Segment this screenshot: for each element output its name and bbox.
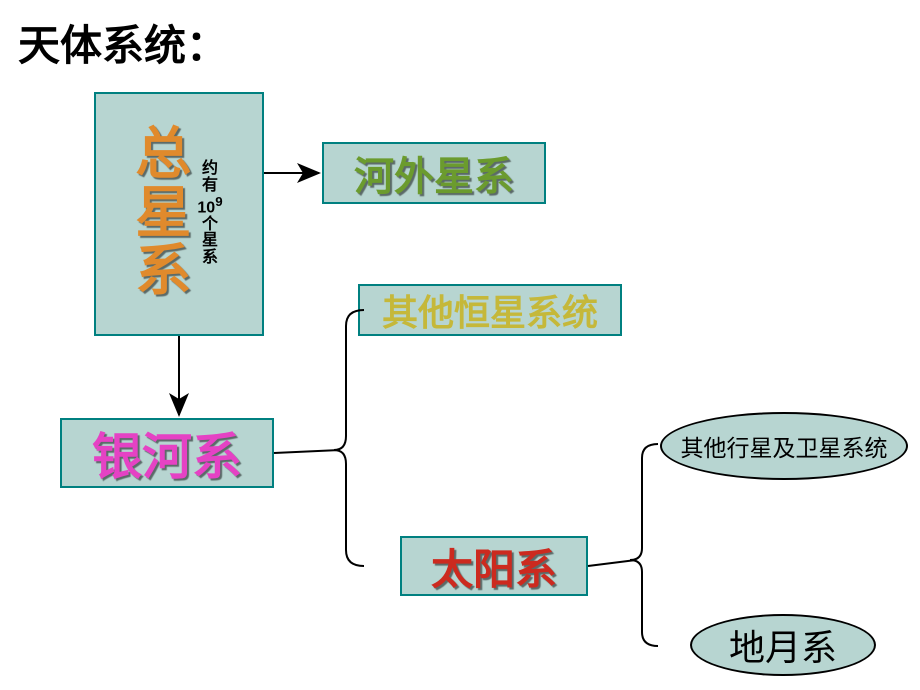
extragalactic-label: 河外星系 bbox=[354, 144, 514, 202]
node-milkyway: 银河系 bbox=[60, 418, 274, 488]
node-total-label: 总星系 bbox=[135, 126, 191, 302]
node-other-planet-systems: 其他行星及卫星系统 bbox=[660, 412, 908, 480]
note-suffix-1: 个 bbox=[202, 217, 218, 234]
node-solar-system: 太阳系 bbox=[400, 536, 588, 596]
node-total-galaxy: 总星系 约 有 109 个 星 系 bbox=[94, 92, 264, 336]
title-text: 天体系统： bbox=[18, 24, 228, 70]
node-extragalactic: 河外星系 bbox=[322, 142, 546, 204]
note-suffix-2: 星 bbox=[202, 233, 218, 250]
note-exp: 9 bbox=[215, 194, 222, 209]
node-other-star-systems: 其他恒星系统 bbox=[358, 284, 622, 336]
otherplanet-label: 其他行星及卫星系统 bbox=[681, 429, 888, 463]
note-value: 10 bbox=[197, 199, 215, 216]
note-suffix-3: 系 bbox=[202, 250, 218, 267]
earthmoon-label: 地月系 bbox=[729, 619, 837, 671]
solar-label: 太阳系 bbox=[431, 536, 557, 597]
diagram-title: 天体系统： bbox=[18, 12, 228, 73]
note-prefix-2: 有 bbox=[202, 178, 218, 195]
node-total-note: 约 有 109 个 星 系 bbox=[197, 161, 222, 267]
note-prefix-1: 约 bbox=[202, 161, 218, 178]
node-earth-moon: 地月系 bbox=[690, 614, 876, 676]
milkyway-label: 银河系 bbox=[92, 417, 242, 489]
otherstar-label: 其他恒星系统 bbox=[382, 284, 598, 336]
